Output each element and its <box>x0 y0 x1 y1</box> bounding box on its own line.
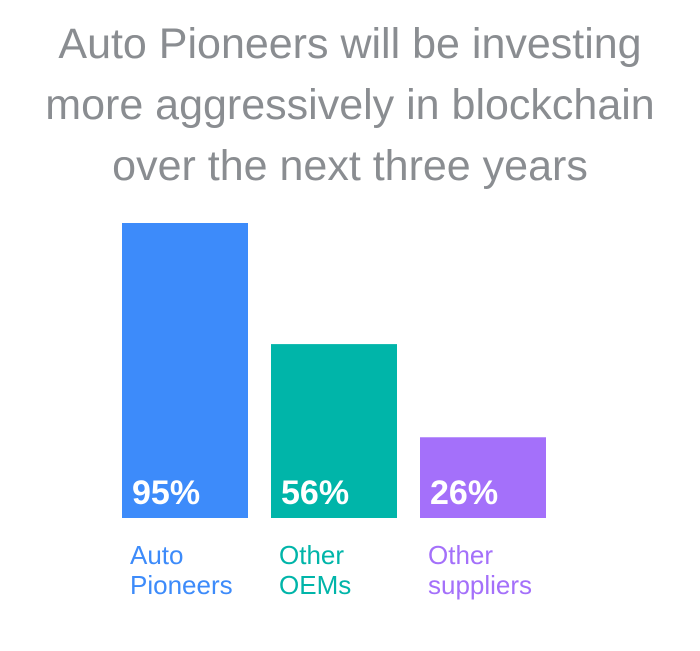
bar-value-label-0: 95% <box>132 474 200 512</box>
category-label-0-line-0: Auto <box>130 540 184 570</box>
category-label-1-line-1: OEMs <box>279 570 351 600</box>
category-label-0-line-1: Pioneers <box>130 570 233 600</box>
bar-value-label-2: 26% <box>430 474 498 512</box>
chart-title: Auto Pioneers will be investing more agg… <box>0 14 700 197</box>
category-label-2-line-0: Other <box>428 540 493 570</box>
bar-1 <box>271 344 397 518</box>
chart-title-line-1: Auto Pioneers will be investing <box>58 20 642 68</box>
chart-title-line-2: more aggressively in blockchain <box>45 81 655 129</box>
bar-2 <box>420 437 546 518</box>
category-label-2-line-1: suppliers <box>428 570 532 600</box>
bar-value-label-1: 56% <box>281 474 349 512</box>
bar-0 <box>122 223 248 518</box>
chart-title-line-3: over the next three years <box>112 142 588 190</box>
category-label-1-line-0: Other <box>279 540 344 570</box>
